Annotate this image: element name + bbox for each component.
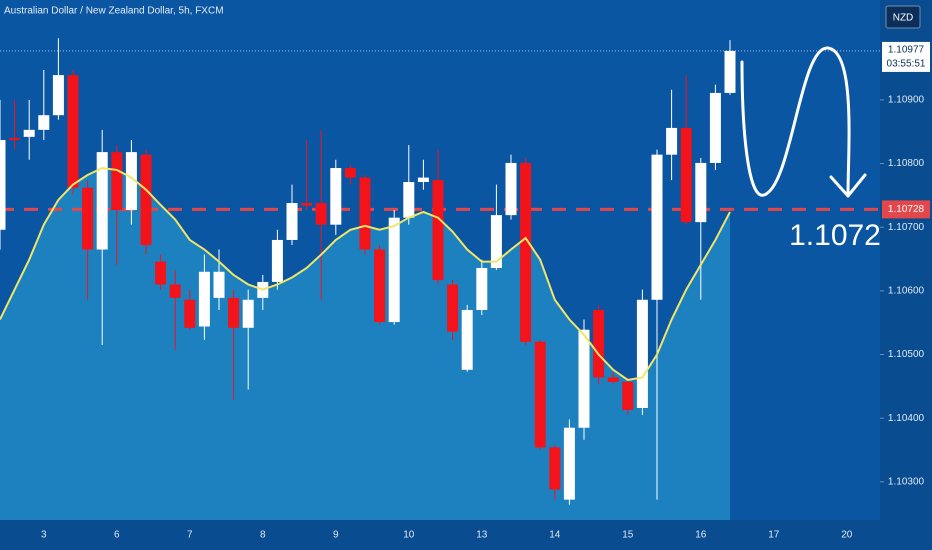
candle-body bbox=[271, 239, 283, 282]
candle-body bbox=[198, 271, 210, 327]
arrow-head bbox=[829, 173, 867, 198]
x-tick-label: 15 bbox=[622, 530, 634, 541]
candle-body bbox=[213, 271, 225, 298]
candle-body bbox=[549, 447, 561, 490]
last-price-box bbox=[882, 41, 930, 72]
level-box bbox=[882, 200, 930, 219]
candle-body bbox=[0, 140, 6, 230]
x-tick-label: 13 bbox=[476, 530, 488, 541]
candle-body bbox=[228, 297, 240, 328]
x-tick-label: 20 bbox=[841, 530, 853, 541]
y-tick-label: 1.10300 bbox=[888, 476, 925, 487]
y-tick-label: 1.10600 bbox=[888, 286, 925, 297]
candle-body bbox=[344, 168, 356, 178]
currency-box bbox=[885, 5, 921, 29]
candle-body bbox=[607, 377, 619, 382]
candle-body bbox=[695, 162, 707, 223]
last-price-label: 1.10977 bbox=[888, 45, 925, 56]
x-tick-label: 3 bbox=[41, 530, 47, 541]
x-tick-label: 6 bbox=[114, 530, 120, 541]
x-tick-label: 17 bbox=[768, 530, 780, 541]
candle-body bbox=[388, 217, 400, 323]
candle-body bbox=[461, 309, 473, 370]
candle-body bbox=[622, 381, 634, 410]
y-axis-band bbox=[880, 0, 932, 550]
candle-body bbox=[476, 267, 488, 310]
currency: NZD bbox=[893, 13, 914, 24]
y-tick-label: 1.10800 bbox=[888, 158, 925, 169]
candle-body bbox=[67, 75, 79, 188]
candle-body bbox=[578, 329, 590, 428]
candle-body bbox=[432, 180, 444, 281]
candle-body bbox=[23, 129, 35, 137]
candle-body bbox=[359, 177, 371, 250]
x-tick-label: 7 bbox=[187, 530, 193, 541]
candle-body bbox=[490, 215, 502, 268]
candle-body bbox=[593, 309, 605, 378]
candle-body bbox=[403, 182, 415, 218]
candle-body bbox=[38, 115, 50, 130]
y-tick-label: 1.10900 bbox=[888, 95, 925, 106]
chart-title: Australian Dollar / New Zealand Dollar, … bbox=[4, 6, 224, 17]
ma-area bbox=[0, 168, 730, 521]
x-tick-label: 8 bbox=[260, 530, 266, 541]
candle-body bbox=[82, 187, 94, 250]
countdown: 03:55:51 bbox=[887, 59, 926, 70]
x-tick-label: 10 bbox=[403, 530, 415, 541]
candle-body bbox=[140, 154, 152, 246]
candle-body bbox=[286, 203, 298, 240]
annotation: 1.1072 bbox=[789, 219, 881, 252]
candle-body bbox=[96, 152, 108, 250]
level-label: 1.10728 bbox=[888, 204, 925, 215]
candle-body bbox=[155, 261, 167, 285]
candle-body bbox=[184, 299, 196, 328]
candle-body bbox=[447, 284, 459, 332]
candle-body bbox=[520, 162, 532, 342]
candle-body bbox=[374, 249, 386, 323]
x-tick-label: 9 bbox=[333, 530, 339, 541]
candle-body bbox=[680, 127, 692, 223]
x-tick-label: 16 bbox=[695, 530, 707, 541]
candle-body bbox=[52, 75, 64, 116]
candle-body bbox=[709, 92, 721, 163]
candle-body bbox=[125, 152, 137, 211]
candle-body bbox=[563, 427, 575, 500]
y-tick-label: 1.10400 bbox=[888, 413, 925, 424]
candle-body bbox=[111, 152, 123, 211]
candle-body bbox=[330, 168, 342, 225]
y-tick-label: 1.10500 bbox=[888, 349, 925, 360]
plot bbox=[0, 38, 880, 521]
candle-body bbox=[417, 177, 429, 183]
candle-body bbox=[301, 203, 313, 206]
x-axis-band bbox=[0, 520, 932, 550]
candle-body bbox=[666, 127, 678, 155]
ma-line bbox=[0, 166, 731, 382]
candle-body bbox=[315, 203, 327, 225]
y-tick-label: 1.10700 bbox=[888, 222, 925, 233]
candle-body bbox=[651, 154, 663, 300]
candle-body bbox=[724, 50, 736, 93]
candle-body bbox=[242, 299, 254, 328]
candle-body bbox=[636, 299, 648, 408]
x-tick-label: 14 bbox=[549, 530, 561, 541]
candle-body bbox=[505, 162, 517, 216]
drawn-arrow bbox=[740, 46, 851, 197]
candle-body bbox=[534, 341, 546, 448]
candle-body bbox=[169, 284, 181, 298]
candle-body bbox=[9, 138, 21, 141]
